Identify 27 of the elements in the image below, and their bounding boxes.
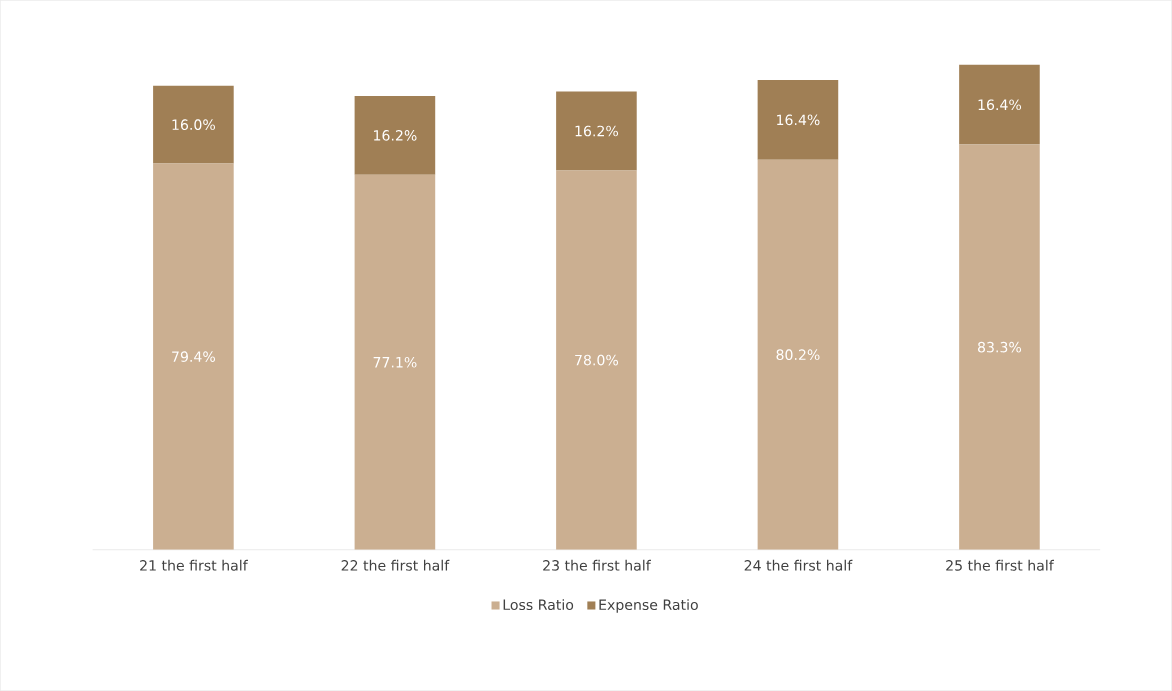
bar — [757, 159, 839, 550]
x-tick-label: 21 the first half — [140, 559, 248, 571]
legend-label: Expense Ratio — [599, 599, 698, 613]
bar — [153, 85, 234, 164]
data-label: 16.4% — [777, 114, 820, 126]
bar — [556, 170, 637, 550]
data-label: 16.4% — [978, 99, 1022, 111]
data-label: 16.2% — [374, 130, 417, 141]
bar — [959, 64, 1040, 145]
data-label: 78.0% — [575, 354, 619, 366]
x-tick-label: 25 the first half — [946, 559, 1054, 571]
data-label: 80.2% — [776, 349, 820, 361]
bar — [153, 163, 234, 550]
data-label: 16.2% — [575, 125, 619, 137]
x-tick-label: 23 the first half — [543, 559, 651, 571]
x-tick-label: 24 the first half — [744, 559, 853, 571]
data-label: 77.1% — [373, 356, 417, 368]
data-label: 83.3% — [977, 341, 1022, 353]
data-label: 79.4% — [172, 351, 216, 362]
data-label: 16.0% — [172, 119, 216, 130]
bar — [959, 144, 1040, 550]
bar — [757, 79, 839, 160]
bar — [354, 174, 436, 550]
bar — [354, 95, 436, 175]
legend-label: Loss Ratio — [503, 599, 574, 611]
bar — [556, 91, 637, 171]
x-tick-label: 22 the first half — [341, 559, 450, 571]
